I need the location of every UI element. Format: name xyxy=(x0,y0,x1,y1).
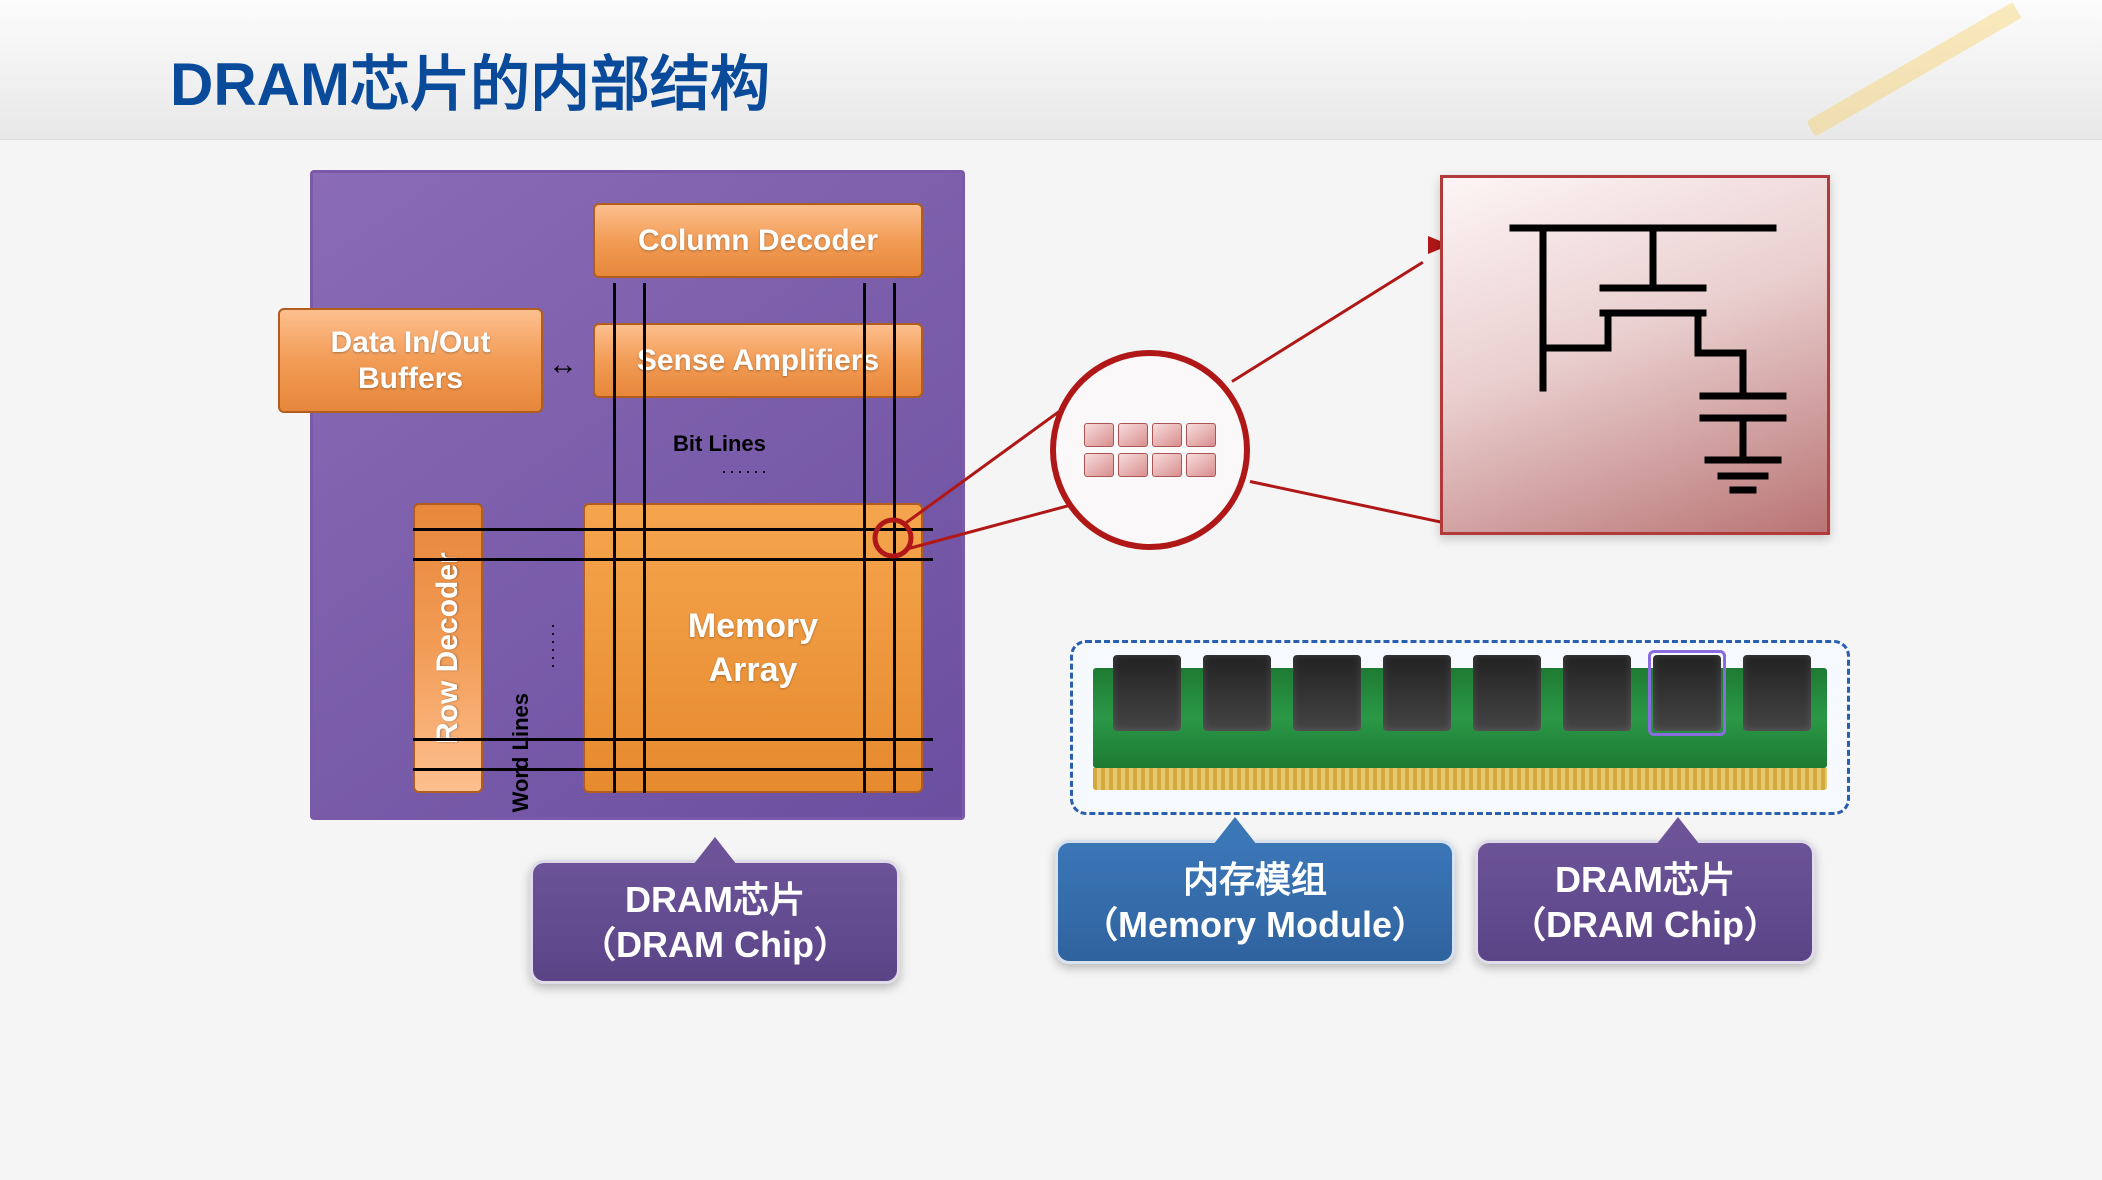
page-title: DRAM芯片的内部结构 xyxy=(170,36,770,123)
mini-chip-icon xyxy=(1152,423,1182,447)
bit-lines-label: Bit Lines xyxy=(673,431,766,457)
dram-chip-on-pcb xyxy=(1293,655,1361,731)
callout-line: （DRAM Chip） xyxy=(1510,902,1780,947)
callout-line: （DRAM Chip） xyxy=(580,922,850,967)
memory-module-frame xyxy=(1070,640,1850,815)
callout-line: （Memory Module） xyxy=(1082,902,1428,947)
dram-chip-on-pcb xyxy=(1203,655,1271,731)
dram-cell-panel xyxy=(1440,175,1830,535)
connector-line xyxy=(1231,261,1423,383)
connector-line xyxy=(1250,480,1446,525)
mini-chip-row xyxy=(1084,453,1216,477)
pencil-icon xyxy=(1806,0,2057,137)
magnifier-circle xyxy=(1050,350,1250,550)
double-arrow-icon: ↔ xyxy=(548,348,578,382)
mini-chip-icon xyxy=(1084,453,1114,477)
transistor-schematic-icon xyxy=(1443,178,1833,538)
mini-chip-icon xyxy=(1118,423,1148,447)
dram-chip-diagram: Column Decoder Sense Amplifiers Data In/… xyxy=(310,170,965,820)
word-lines-dots: ······ xyxy=(543,623,564,671)
row-decoder-box: Row Decoder xyxy=(413,503,483,793)
dram-chip-on-pcb xyxy=(1473,655,1541,731)
gold-pins xyxy=(1093,768,1827,790)
callout-line: DRAM芯片 xyxy=(580,877,850,922)
data-buffers-box: Data In/Out Buffers xyxy=(278,308,543,413)
mini-chip-row xyxy=(1084,423,1216,447)
mini-chip-icon xyxy=(1186,453,1216,477)
sense-amplifiers-box: Sense Amplifiers xyxy=(593,323,923,398)
mini-chip-icon xyxy=(1186,423,1216,447)
dram-chip-on-pcb xyxy=(1383,655,1451,731)
dram-chip-on-pcb xyxy=(1113,655,1181,731)
mini-chip-icon xyxy=(1118,453,1148,477)
column-decoder-box: Column Decoder xyxy=(593,203,923,278)
dram-chip-on-pcb xyxy=(1743,655,1811,731)
callout-line: 内存模组 xyxy=(1082,857,1428,902)
callout-line: DRAM芯片 xyxy=(1510,857,1780,902)
dram-chip-on-pcb xyxy=(1563,655,1631,731)
callout-memory-module: 内存模组 （Memory Module） xyxy=(1055,840,1455,964)
mini-chip-icon xyxy=(1152,453,1182,477)
callout-dram-chip-left: DRAM芯片 （DRAM Chip） xyxy=(530,860,900,984)
corner-decoration xyxy=(1722,0,2102,170)
bit-lines-dots: ······ xyxy=(721,461,769,482)
highlighted-chip-outline xyxy=(1648,650,1726,736)
word-lines-label: Word Lines xyxy=(508,693,534,812)
mini-chip-icon xyxy=(1084,423,1114,447)
callout-dram-chip-right: DRAM芯片 （DRAM Chip） xyxy=(1475,840,1815,964)
